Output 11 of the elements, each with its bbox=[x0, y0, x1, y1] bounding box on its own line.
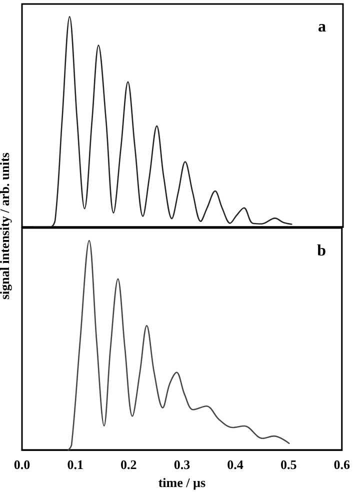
y-axis-title: signal intensity / arb. units bbox=[0, 152, 13, 302]
x-tick-label: 0.3 bbox=[174, 457, 191, 472]
chart-title: a bbox=[318, 18, 326, 36]
chart-title: b bbox=[317, 242, 326, 260]
x-axis-title: time / µs bbox=[158, 475, 206, 490]
x-tick-label: 0.4 bbox=[227, 457, 244, 472]
x-tick-label: 0.1 bbox=[67, 457, 84, 472]
x-tick-label: 0.6 bbox=[334, 457, 350, 472]
x-tick-label: 0.5 bbox=[280, 457, 298, 472]
x-tick-label: 0.2 bbox=[120, 457, 137, 472]
x-tick-label: 0.0 bbox=[14, 457, 30, 472]
